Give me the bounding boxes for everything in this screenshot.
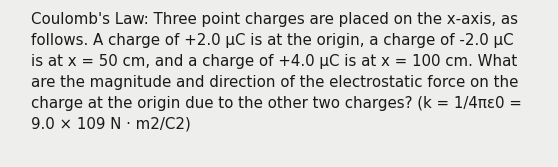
Text: Coulomb's Law: Three point charges are placed on the x-axis, as
follows. A charg: Coulomb's Law: Three point charges are p…: [31, 12, 522, 132]
